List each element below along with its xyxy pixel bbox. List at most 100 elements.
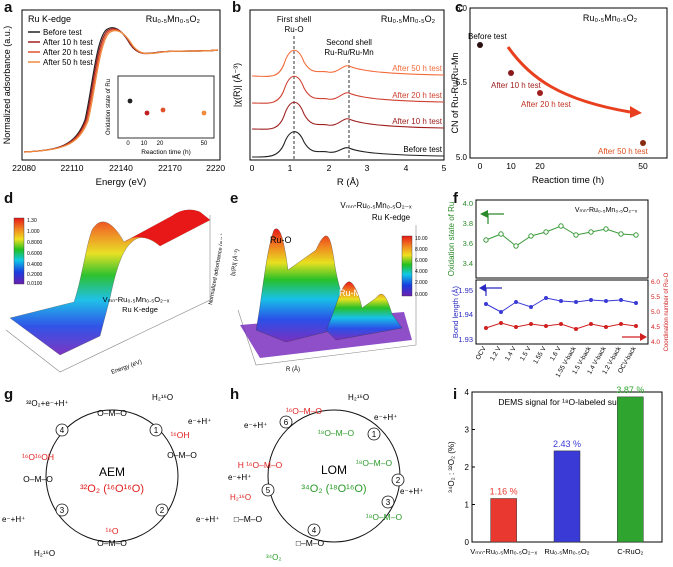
panel-a-frame <box>21 9 221 161</box>
panel-label-g: g <box>4 386 14 403</box>
species: ¹⁶OH <box>170 430 189 440</box>
colorbar-tick: 0.2000 <box>27 272 43 278</box>
trend-arrowhead <box>630 106 642 118</box>
annotation: Ru-O <box>284 25 303 34</box>
reactant: H₂¹⁶O <box>348 393 369 402</box>
x-tick: 2 <box>327 163 332 173</box>
y-tick: 5.0 <box>456 153 468 162</box>
oxidation-series <box>485 225 637 247</box>
panel-f-top-frame <box>475 199 649 279</box>
step-number: 4 <box>312 526 317 535</box>
back-arrow-green <box>487 213 504 224</box>
panel-e-xlabel: R (Å) <box>286 366 300 373</box>
bar <box>617 396 644 543</box>
x-tick: 4 <box>404 163 409 173</box>
x-tick: 10 <box>506 161 516 171</box>
colorbar-tick: 8.000 <box>415 247 428 253</box>
chart-ylabel: ³⁴O₂ : ³²O₂ (%) <box>447 441 456 493</box>
cn-point <box>640 140 646 146</box>
legend-entry: After 10 h test <box>43 38 94 47</box>
oxidation-points <box>483 223 639 249</box>
panel-a-formula: Ru₀.₅Mn₀.₅O₂ <box>146 14 201 24</box>
x-tick: 1.55 V <box>532 345 548 365</box>
reactant: e⁻+H⁺ <box>196 515 219 524</box>
species: ¹⁸O–M–O <box>318 428 355 438</box>
panel-e-label: Ru K-edge <box>372 213 411 222</box>
inset-x-tick: 0 <box>126 141 130 147</box>
y-tick: 1.93 <box>458 335 473 344</box>
species: ¹⁶O–M–O <box>286 406 322 416</box>
colorbar-tick: 0.0100 <box>27 281 43 287</box>
panel-a-inset-frame <box>117 75 215 139</box>
y-tick: 3.8 <box>463 219 473 228</box>
step-number: 3 <box>60 506 65 515</box>
y-tick: 5.0 <box>651 309 660 316</box>
step-number: 2 <box>160 506 165 515</box>
y-tick: 5.5 <box>456 78 468 87</box>
bar-value-label: 2.43 % <box>553 439 581 449</box>
legend-entry: After 50 h test <box>43 58 94 67</box>
reactant: e⁻+H⁺ <box>2 515 25 524</box>
colorbar-tick: 2.000 <box>415 280 428 286</box>
peak-label: Ru-O <box>270 235 292 245</box>
x-tick: 5 <box>442 163 447 173</box>
panel-f-br-ylabel: Coordination number of Ru-O <box>664 272 670 351</box>
panel-d-axes <box>5 215 211 373</box>
x-tick: OCV <box>475 345 488 361</box>
x-tick: 22140 <box>109 163 133 173</box>
exafs-peak-rum <box>325 281 403 341</box>
annotation: Second shell <box>326 38 372 47</box>
bar-value-label: 1.16 % <box>490 487 518 497</box>
reactant: ³⁴O₂ <box>266 553 281 562</box>
panel-c-cn: CN of Ru-Ru/Ru-Mn 5.0 5.5 6.0 Ru₀.₅Mn₀.₅… <box>450 4 668 186</box>
colorbar-tick: 0.4000 <box>27 262 43 268</box>
panel-c-formula: Ru₀.₅Mn₀.₅O₂ <box>583 13 638 23</box>
inset-x-tick: 50 <box>201 141 208 147</box>
colorbar-tick: 1.30 <box>27 218 37 224</box>
y-tick: 4.5 <box>651 324 660 331</box>
panel-label-h: h <box>230 386 240 403</box>
xanes-surface-top <box>124 209 210 246</box>
inset-point <box>160 107 166 113</box>
panel-b-ylabel: |χ(R)| (Å⁻³) <box>232 63 242 107</box>
point-label: After 50 h test <box>598 147 649 156</box>
step-number: 2 <box>396 476 401 485</box>
bond-length-points <box>484 296 638 314</box>
reactant: H₂¹⁶O <box>34 549 55 558</box>
reactant: e⁻+H⁺ <box>228 473 251 482</box>
panel-e-label: Vₘₙ-Ru₀.₅Mn₀.₅O₂₋ₓ <box>340 201 412 210</box>
y-tick: 3.6 <box>463 239 473 248</box>
aem-product: ³²O₂ (¹⁶O¹⁶O) <box>80 483 144 495</box>
y-tick: 5.5 <box>651 294 660 301</box>
exafs-curve-before <box>251 131 445 158</box>
x-tick: 3 <box>365 163 370 173</box>
category-label: Ru₀.₅Mn₀.₅O₂ <box>544 547 589 556</box>
y-tick: 4.0 <box>651 339 660 346</box>
step-markers: 1 2 3 4 5 6 <box>261 415 405 537</box>
panel-d-label: Ru K-edge <box>122 305 158 314</box>
inset-xlabel: Reaction time (h) <box>141 149 191 156</box>
species: O–M–O <box>97 538 127 548</box>
curve-label: After 20 h test <box>392 91 443 100</box>
species: O–M–O <box>167 450 197 460</box>
legend-entry: Before test <box>43 28 82 37</box>
y-tick: 6.0 <box>651 279 660 286</box>
exafs-curve-50h <box>251 49 445 77</box>
x-tick: 20 <box>535 161 545 171</box>
point-label: Before test <box>468 32 507 41</box>
exafs-curve-20h <box>251 75 445 104</box>
cn-point <box>477 42 483 48</box>
panel-a-ylabel: Normalized adsorbance (a.u.) <box>2 26 12 145</box>
peak-label: Ru-M <box>339 288 361 298</box>
step-number: 1 <box>372 430 377 439</box>
species: O–M–O <box>23 474 53 484</box>
panel-f-bottom-frame <box>475 279 649 345</box>
annotation: Ru-Ru/Ru-Mn <box>324 48 373 57</box>
inset-point <box>201 110 207 116</box>
inset-ylabel: Oxidation state of Ru <box>106 79 112 135</box>
step-number: 6 <box>284 418 289 427</box>
step-number: 4 <box>60 426 65 435</box>
y-tick: 3.4 <box>463 259 473 268</box>
x-tick: 22080 <box>12 163 36 173</box>
colorbar-tick: 0.8000 <box>27 240 43 246</box>
